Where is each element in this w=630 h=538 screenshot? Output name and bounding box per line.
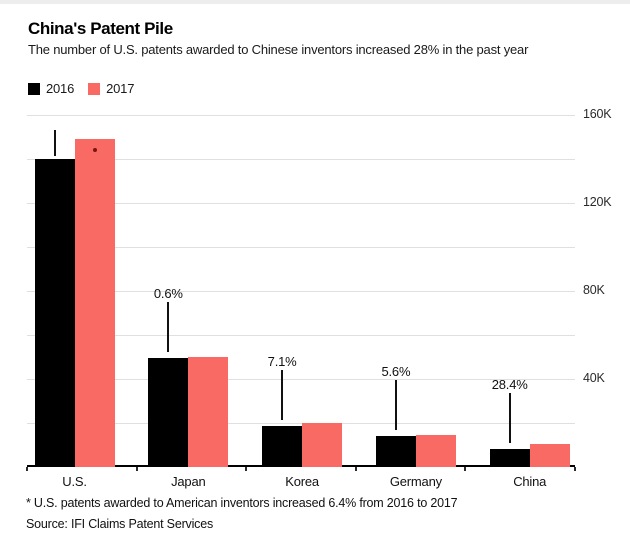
x-axis-label-china: China (513, 474, 547, 489)
bar-2017-japan (188, 357, 229, 467)
legend-item-2017: 2017 (88, 81, 134, 96)
gridline-80k (27, 290, 575, 292)
x-axis-tick (135, 467, 138, 471)
y-axis-label-160k: 160K (583, 107, 612, 121)
x-axis-label-germany: Germany (389, 474, 442, 489)
gridline-60k (27, 334, 575, 336)
legend-swatch-2017 (88, 82, 101, 95)
asterisk-marker (92, 148, 97, 153)
annotation-line-japan (167, 301, 170, 352)
top-border (0, 0, 630, 4)
source-line: Source: IFI Claims Patent Services (26, 517, 214, 531)
annotation-line-u-s (53, 130, 56, 156)
bar-2016-germany (375, 436, 416, 467)
bar-2017-china (529, 444, 570, 467)
gridline-40k (27, 378, 575, 380)
legend: 2016 2017 (28, 81, 148, 96)
bar-2016-korea (262, 425, 303, 467)
gridline-140k (27, 158, 575, 160)
bar-2017-u-s (74, 139, 115, 467)
x-axis-tick (26, 467, 28, 471)
annotation-label-korea: 7.1% (267, 353, 297, 369)
annotation-line-china (508, 393, 511, 444)
x-axis-tick (464, 467, 467, 471)
gridline-100k (27, 246, 575, 248)
annotation-label-germany: 5.6% (381, 364, 411, 380)
bar-2016-japan (148, 357, 189, 467)
legend-label-2017: 2017 (106, 81, 135, 96)
gridline-160k (27, 114, 575, 116)
x-axis-tick (574, 467, 576, 471)
x-axis-tick (354, 467, 357, 471)
annotation-line-germany (394, 380, 397, 431)
y-axis-label-80k: 80K (583, 283, 605, 297)
x-axis-label-u-s: U.S. (62, 474, 87, 489)
bar-2017-germany (415, 434, 456, 467)
annotation-line-korea (281, 369, 284, 420)
gridline-120k (27, 202, 575, 204)
legend-label-2016: 2016 (46, 81, 75, 96)
footnote: * U.S. patents awarded to American inven… (26, 496, 458, 510)
chart-title: China's Patent Pile (28, 19, 173, 38)
x-axis-label-japan: Japan (171, 474, 206, 489)
annotation-label-china: 28.4% (491, 377, 528, 393)
legend-swatch-2016 (28, 82, 40, 95)
x-axis-tick (245, 467, 248, 471)
annotation-label-japan: 0.6% (153, 285, 183, 301)
y-axis-label-40k: 40K (583, 371, 605, 385)
gridline-20k (27, 422, 575, 424)
legend-item-2016: 2016 (28, 81, 74, 96)
bar-2016-china (489, 449, 530, 467)
chart-subtitle: The number of U.S. patents awarded to Ch… (28, 42, 529, 57)
bar-2017-korea (302, 422, 343, 467)
y-axis-label-120k: 120K (583, 195, 612, 209)
bar-2016-u-s (34, 159, 75, 467)
x-axis-label-korea: Korea (285, 474, 319, 489)
